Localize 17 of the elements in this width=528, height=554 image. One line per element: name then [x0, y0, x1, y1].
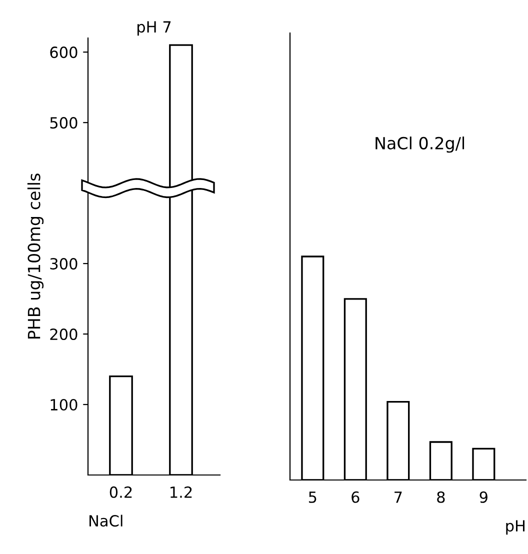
y-tick-label: 500 [50, 117, 78, 129]
x-tick-label: 5 [308, 492, 316, 503]
x-axis-title: pH [506, 520, 524, 535]
y-tick-label: 200 [50, 328, 78, 340]
y-axis-title: PHB ug/100mg cells [27, 174, 44, 339]
text: NaCl 0.2g/l [376, 136, 464, 153]
chart-title: pH 7 [138, 21, 171, 36]
x-tick-label: 0.2 [110, 486, 132, 498]
x-tick-label: 9 [480, 491, 488, 503]
y-tick-label: 100 [50, 398, 78, 411]
x-axis-title: NaCl [90, 514, 122, 527]
x-tick-label: 7 [394, 492, 402, 503]
y-tick-label: 600 [50, 46, 78, 58]
x-tick-label: 1.2 [170, 486, 192, 498]
x-tick-label: 8 [437, 491, 445, 503]
y-tick-label: 300 [50, 258, 78, 270]
x-tick-label: 6 [352, 491, 360, 503]
